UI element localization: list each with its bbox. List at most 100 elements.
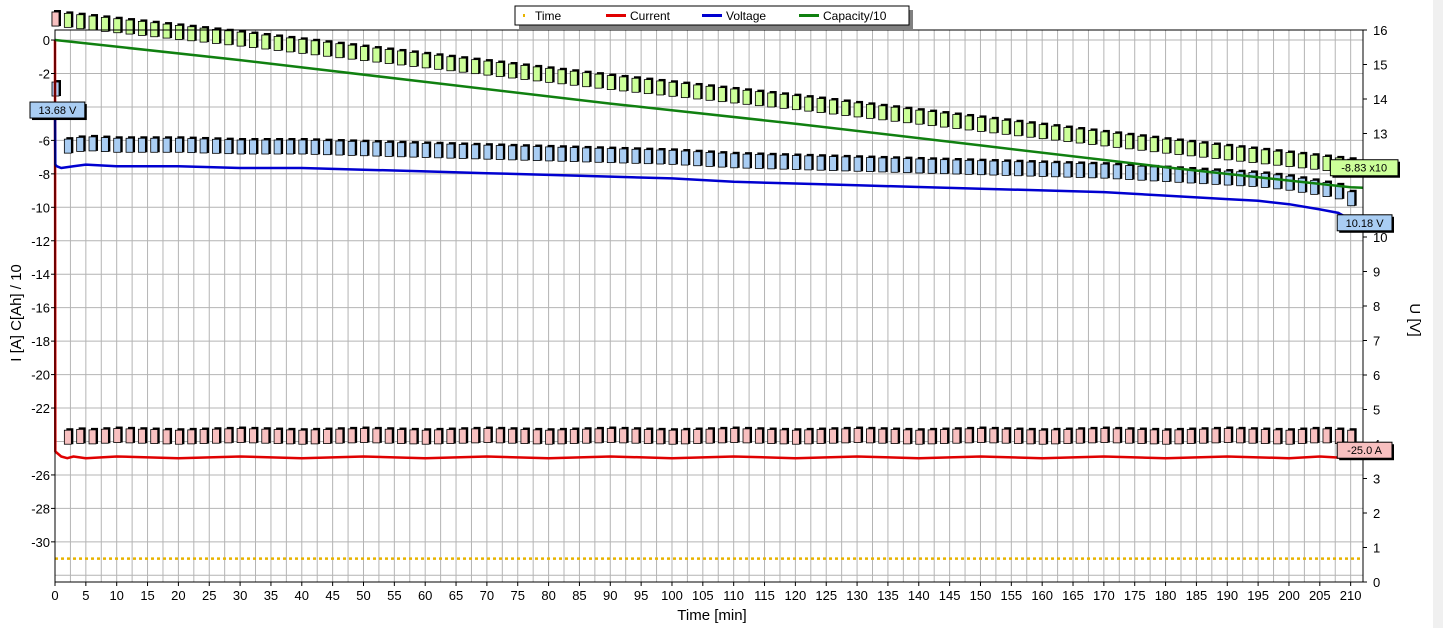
band-cell: [1100, 163, 1109, 179]
x-tick-label: 35: [264, 588, 278, 603]
band-cell: [878, 428, 887, 444]
band-cell: [100, 428, 109, 444]
band-cell: [853, 156, 862, 172]
band-cell: [88, 136, 97, 152]
band-cell: [63, 12, 72, 28]
band-cell: [483, 60, 492, 76]
band-cell: [1149, 137, 1158, 153]
callout-label: -8.83 x10: [1341, 163, 1387, 175]
band-cell: [903, 108, 911, 124]
band-cell: [878, 157, 887, 173]
right-tick-label: 2: [1373, 506, 1380, 521]
band-cell: [1112, 164, 1121, 180]
band-cell: [323, 429, 331, 444]
band-cell: [866, 103, 874, 119]
band-cell: [915, 158, 924, 174]
band-cell: [656, 429, 665, 445]
x-tick-label: 110: [723, 588, 744, 603]
band-cell: [940, 159, 948, 175]
band-cell: [113, 428, 122, 443]
band-cell: [964, 115, 973, 131]
band-cell: [434, 143, 442, 159]
band-cell: [643, 79, 652, 95]
band-cell: [1285, 429, 1294, 445]
band-cell: [791, 429, 800, 445]
band-cell: [532, 146, 541, 161]
left-tick-label: -18: [31, 334, 50, 349]
right-tick-label: 8: [1373, 299, 1380, 314]
x-tick-label: 115: [754, 588, 775, 603]
band-cell: [977, 160, 985, 176]
band-cell: [458, 144, 467, 159]
band-cell: [532, 429, 541, 445]
band-cell: [804, 429, 813, 445]
band-cell: [372, 47, 381, 63]
band-cell: [347, 44, 356, 60]
x-tick-label: 170: [1093, 588, 1115, 603]
legend-label: Capacity/10: [823, 9, 887, 23]
band-cell: [397, 142, 405, 158]
band-cell: [1075, 428, 1084, 444]
band-cell: [199, 27, 208, 43]
left-tick-label: -16: [31, 301, 50, 316]
band-cell: [1125, 165, 1133, 180]
band-cell: [249, 139, 257, 155]
band-cell: [668, 149, 677, 165]
right-tick-label: 6: [1373, 368, 1380, 383]
x-tick-label: 90: [603, 588, 617, 603]
band-cell: [347, 428, 356, 444]
callout-label: 13.68 V: [38, 105, 77, 117]
band-cell: [1051, 429, 1059, 445]
left-tick-label: -12: [31, 234, 50, 249]
band-cell: [545, 429, 553, 445]
band-cell: [483, 144, 492, 160]
band-cell: [446, 143, 455, 159]
band-cell: [594, 73, 603, 89]
band-cell: [903, 158, 911, 174]
band-cell: [606, 148, 615, 164]
x-tick-label: 180: [1155, 588, 1177, 603]
band-cell: [76, 428, 85, 444]
left-tick-label: -26: [31, 468, 50, 483]
band-cell: [767, 92, 776, 108]
band-cell: [1075, 128, 1084, 144]
band-cell: [471, 428, 479, 444]
band-cell: [915, 429, 924, 445]
band-cell: [1100, 428, 1109, 443]
band-cell: [631, 428, 640, 444]
band-cell: [742, 153, 751, 169]
band-cell: [631, 148, 640, 164]
x-tick-label: 70: [480, 588, 494, 603]
band-cell: [940, 112, 948, 128]
band-cell: [495, 428, 504, 444]
band-cell: [323, 41, 331, 57]
band-cell: [952, 159, 961, 175]
x-tick-label: 50: [356, 588, 370, 603]
band-cell: [298, 38, 307, 54]
band-cell: [705, 85, 714, 101]
band-cell: [63, 429, 72, 445]
band-cell: [1285, 152, 1294, 167]
band-cell: [1137, 135, 1146, 151]
band-cell: [286, 429, 294, 445]
legend-label: Time: [535, 9, 562, 23]
band-cell: [162, 23, 171, 39]
band-cell: [693, 429, 702, 444]
x-tick-label: 200: [1278, 588, 1300, 603]
left-tick-label: -6: [38, 133, 50, 148]
band-cell: [1211, 144, 1220, 159]
band-cell: [569, 70, 578, 86]
band-cell: [1162, 429, 1170, 445]
band-cell: [1026, 161, 1035, 177]
band-cell: [631, 77, 640, 93]
band-cell: [643, 149, 652, 165]
band-cell: [1026, 429, 1035, 445]
band-cell: [1260, 149, 1269, 165]
right-tick-label: 9: [1373, 265, 1380, 280]
band-cell: [1026, 122, 1035, 138]
band-cell: [88, 15, 97, 31]
band-cell: [384, 142, 393, 157]
band-cell: [187, 429, 196, 445]
band-cell: [940, 429, 948, 444]
band-cell: [384, 49, 393, 64]
